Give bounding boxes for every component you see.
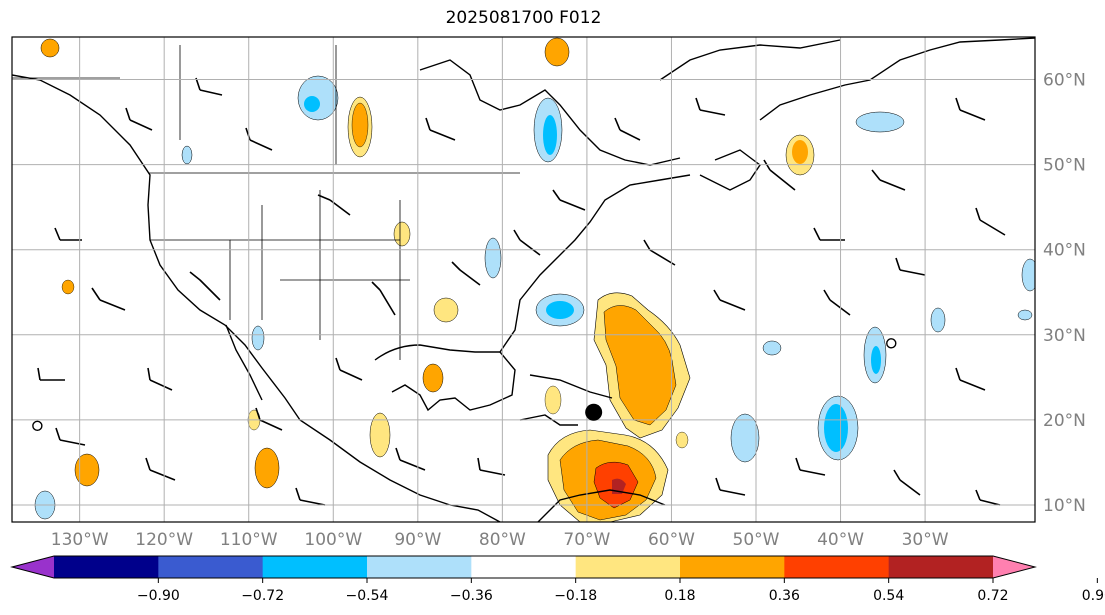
longitude-label: 30°W	[902, 530, 949, 550]
anomaly-positive-medium	[74, 453, 100, 487]
longitude-label: 60°W	[648, 530, 695, 550]
latitude-label: 20°N	[1043, 411, 1086, 431]
colorbar-tick-label: −0.72	[241, 588, 284, 604]
colorbar-tick-label: 0.36	[769, 588, 800, 604]
colorbar-tick-label: 0.18	[664, 588, 695, 604]
colorbar-extend-max	[993, 556, 1035, 578]
longitude-label: 90°W	[394, 530, 441, 550]
colorbar-segment	[575, 556, 681, 578]
colorbar-segment	[158, 556, 264, 578]
latitude-label: 60°N	[1043, 71, 1086, 91]
anomaly-contours	[34, 37, 1035, 522]
colorbar-tick-label: −0.18	[554, 588, 597, 604]
anomaly-positive-max	[612, 478, 626, 494]
latitude-label: 50°N	[1043, 156, 1086, 176]
anomaly-positive-medium	[40, 38, 60, 58]
anomaly-positive-medium	[351, 102, 369, 148]
colorbar-extend-min	[12, 556, 54, 578]
longitude-label: 50°W	[733, 530, 780, 550]
anomaly-positive-medium	[61, 279, 75, 295]
anomaly-positive-medium	[603, 305, 677, 426]
anomaly-positive-light	[433, 297, 459, 323]
graticule	[12, 37, 1035, 522]
latitude-label: 10°N	[1043, 496, 1086, 516]
anomaly-negative-light	[181, 145, 193, 165]
anomaly-positive-light	[675, 431, 689, 449]
anomaly-positive-light	[393, 221, 411, 247]
open-circle-marker	[886, 338, 897, 349]
colorbar-segment	[471, 556, 577, 578]
longitude-label: 100°W	[304, 530, 362, 550]
anomaly-positive-medium	[254, 447, 280, 489]
map-title: 2025081700 F012	[445, 8, 602, 28]
anomaly-negative-medium	[824, 404, 848, 452]
colorbar-tick-label: −0.54	[346, 588, 389, 604]
anomaly-negative-light	[1017, 309, 1033, 321]
open-circle-marker	[32, 420, 43, 432]
anomaly-negative-medium	[543, 115, 557, 155]
anomaly-negative-light	[930, 307, 946, 333]
longitude-label: 40°W	[817, 530, 864, 550]
latitude-labels: 10°N 20°N 30°N 40°N 50°N 60°N	[1043, 71, 1086, 516]
latitude-label: 30°N	[1043, 326, 1086, 346]
colorbar-tick-label: 0.90	[1082, 588, 1105, 604]
map-area	[12, 37, 1035, 522]
map-frame	[11, 36, 1036, 523]
borders	[12, 45, 520, 360]
longitude-label: 130°W	[51, 530, 109, 550]
anomaly-negative-light	[1021, 258, 1035, 292]
colorbar-tick-label: 0.54	[873, 588, 904, 604]
anomaly-positive-medium	[792, 140, 808, 164]
colorbar-segment	[367, 556, 472, 578]
colorbar-segment	[784, 556, 890, 578]
anomaly-negative-light	[730, 413, 760, 463]
colorbar-segment	[888, 556, 994, 578]
longitude-labels: 130°W 120°W 110°W 100°W 90°W 80°W 70°W 60°W 50°W…	[51, 530, 949, 550]
colorbar-tick-label: −0.90	[137, 588, 180, 604]
longitude-label: 70°W	[563, 530, 610, 550]
colorbar-outline	[10, 555, 1037, 579]
longitude-label: 110°W	[220, 530, 278, 550]
anomaly-negative-light	[484, 237, 502, 279]
anomaly-positive-light	[544, 385, 562, 415]
anomaly-negative-light	[251, 325, 265, 351]
longitude-label: 120°W	[135, 530, 193, 550]
coastlines	[12, 37, 1035, 522]
anomaly-negative-medium	[546, 301, 574, 319]
colorbar-segment	[680, 556, 785, 578]
anomaly-positive-medium	[422, 363, 444, 393]
colorbar-segment	[54, 556, 159, 578]
colorbar-segment	[262, 556, 368, 578]
anomaly-positive-light	[369, 412, 391, 458]
markers	[32, 338, 897, 432]
longitude-label: 80°W	[479, 530, 526, 550]
colorbar-tick-label: 0.72	[977, 588, 1008, 604]
latitude-label: 40°N	[1043, 241, 1086, 261]
anomaly-negative-medium	[304, 96, 320, 112]
colorbar: −0.90 −0.72 −0.54 −0.36 −0.18 0.18 0.36 0.54 0.7…	[10, 555, 1105, 604]
colorbar-tick-label: −0.36	[450, 588, 493, 604]
anomaly-negative-medium	[871, 346, 881, 374]
anomaly-negative-light	[762, 340, 782, 356]
anomaly-positive-medium	[544, 37, 570, 67]
anomaly-negative-light	[855, 111, 905, 133]
anomaly-negative-light	[297, 75, 339, 121]
storm-center-dot	[585, 403, 603, 421]
